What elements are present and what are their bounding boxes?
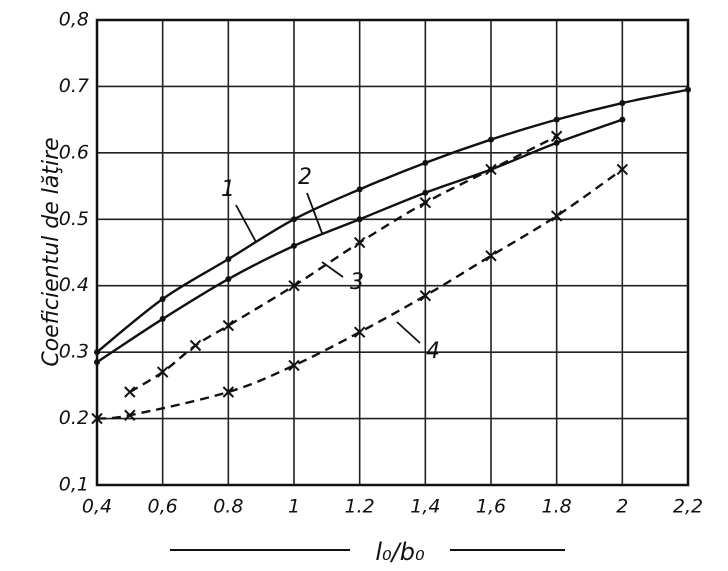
x-tick-label: 0,6 xyxy=(148,496,178,518)
series-label: 4 xyxy=(426,339,440,364)
label-leader xyxy=(396,321,421,344)
point-marker xyxy=(550,130,563,142)
point-marker xyxy=(419,289,432,302)
x-tick-label: 1 xyxy=(288,496,300,518)
point-marker xyxy=(222,386,235,398)
label-leader xyxy=(321,261,344,278)
point-marker xyxy=(550,210,563,222)
series-line xyxy=(129,135,558,394)
point-marker xyxy=(422,189,429,196)
point-marker xyxy=(159,315,166,322)
y-tick-label: 0.3 xyxy=(59,341,89,363)
x-axis-label: l₀/b₀ xyxy=(375,538,425,566)
point-marker xyxy=(419,196,432,209)
point-marker xyxy=(124,409,136,421)
point-marker xyxy=(616,163,629,176)
point-marker xyxy=(353,236,366,249)
y-tick-label: 0.4 xyxy=(59,274,89,296)
point-marker xyxy=(553,116,560,123)
point-marker xyxy=(225,256,232,263)
point-marker xyxy=(94,349,100,356)
point-marker xyxy=(124,386,136,398)
x-tick-label: 1,6 xyxy=(476,496,506,518)
x-tick-label: 1.8 xyxy=(542,496,572,518)
point-marker xyxy=(156,366,169,378)
point-marker xyxy=(159,296,166,302)
y-tick-label: 0,8 xyxy=(59,9,89,31)
point-marker xyxy=(353,326,366,338)
y-axis-label: Coeficientul de lăţire xyxy=(39,137,64,366)
label-leader xyxy=(235,204,257,243)
point-marker xyxy=(288,280,300,292)
series-line xyxy=(96,88,689,354)
label-leader xyxy=(306,192,323,234)
point-marker xyxy=(422,159,429,166)
point-marker xyxy=(356,186,363,193)
point-marker xyxy=(685,86,691,93)
series-label: 1 xyxy=(221,177,235,202)
y-tick-label: 0.7 xyxy=(59,75,89,97)
x-tick-label: 2,2 xyxy=(673,496,703,518)
series-label: 2 xyxy=(298,165,312,190)
plot-frame xyxy=(95,18,690,487)
x-tick-label: 1,4 xyxy=(410,496,440,518)
point-marker xyxy=(485,163,497,176)
point-marker xyxy=(91,412,103,425)
x-tick-label: 2 xyxy=(616,496,628,518)
point-marker xyxy=(553,139,560,146)
point-marker xyxy=(619,116,626,123)
point-marker xyxy=(222,319,235,332)
point-marker xyxy=(485,250,497,262)
point-marker xyxy=(288,359,300,372)
point-marker xyxy=(225,276,232,283)
point-marker xyxy=(291,216,297,223)
point-marker xyxy=(291,242,297,249)
y-tick-label: 0.2 xyxy=(59,407,89,429)
point-marker xyxy=(94,359,100,366)
x-tick-label: 0.8 xyxy=(213,496,243,518)
point-marker xyxy=(488,136,494,143)
y-tick-label: 0.5 xyxy=(59,208,89,230)
point-marker xyxy=(189,339,202,352)
point-marker xyxy=(619,100,626,107)
x-tick-label: 1.2 xyxy=(345,496,375,518)
series-label: 3 xyxy=(350,270,364,295)
x-tick-label: 0,4 xyxy=(82,496,112,518)
point-marker xyxy=(356,216,363,223)
y-tick-label: 0.6 xyxy=(59,141,89,163)
y-tick-label: 0,1 xyxy=(59,474,89,496)
